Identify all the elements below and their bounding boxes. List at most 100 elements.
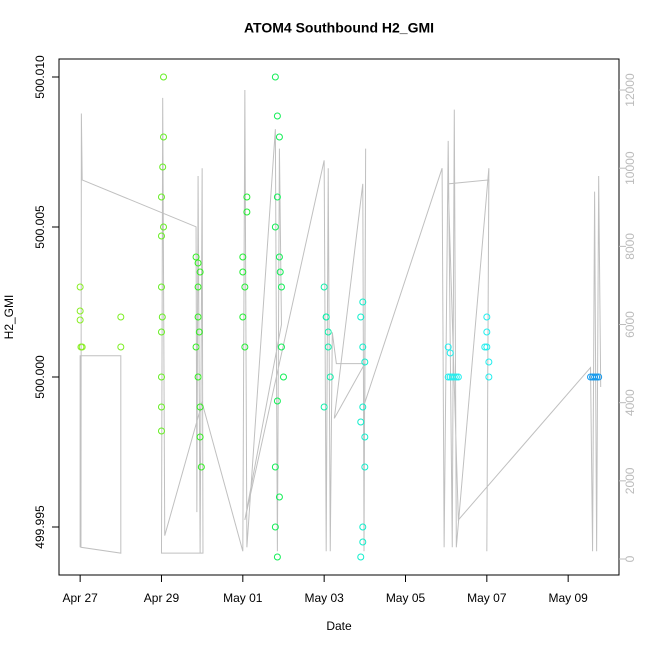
- point: [78, 343, 86, 351]
- point: [326, 373, 334, 381]
- chart-title: ATOM4 Southbound H2_GMI: [244, 20, 434, 36]
- point: [76, 307, 84, 315]
- point: [450, 373, 458, 381]
- point: [591, 373, 599, 381]
- point: [76, 316, 84, 324]
- point: [361, 358, 369, 366]
- point: [194, 259, 202, 267]
- point: [157, 232, 165, 240]
- point: [157, 283, 165, 291]
- point: [271, 463, 279, 471]
- point: [357, 553, 365, 561]
- y2-tick-label: 0: [623, 555, 637, 562]
- point: [241, 283, 249, 291]
- point: [279, 373, 287, 381]
- point: [277, 343, 285, 351]
- point: [196, 433, 204, 441]
- point: [273, 112, 281, 120]
- point: [194, 283, 202, 291]
- y2-tick-label: 6000: [623, 311, 637, 338]
- y-tick-label: 499.995: [33, 505, 47, 549]
- point: [324, 328, 332, 336]
- point: [444, 343, 452, 351]
- x-axis-label: Date: [326, 619, 352, 633]
- point: [157, 193, 165, 201]
- point: [273, 397, 281, 405]
- point: [243, 193, 251, 201]
- point: [192, 253, 200, 261]
- point: [359, 523, 367, 531]
- point: [160, 73, 168, 81]
- point: [160, 133, 168, 141]
- point: [595, 373, 603, 381]
- y-tick-label: 500.005: [33, 205, 47, 249]
- point: [361, 433, 369, 441]
- x-tick-label: Apr 29: [144, 591, 180, 605]
- point: [359, 538, 367, 546]
- point: [454, 373, 462, 381]
- point: [452, 373, 460, 381]
- y-axis-label: H2_GMI: [2, 295, 16, 340]
- point: [485, 373, 493, 381]
- point: [359, 403, 367, 411]
- point: [160, 223, 168, 231]
- point: [196, 403, 204, 411]
- point: [357, 418, 365, 426]
- point: [359, 298, 367, 306]
- point: [271, 223, 279, 231]
- point: [76, 283, 84, 291]
- point: [194, 373, 202, 381]
- point: [271, 73, 279, 81]
- point: [159, 163, 167, 171]
- point: [192, 343, 200, 351]
- x-tick-label: May 01: [223, 591, 263, 605]
- y-tick-label: 500.000: [33, 355, 47, 399]
- point: [275, 493, 283, 501]
- point: [273, 553, 281, 561]
- point: [196, 268, 204, 276]
- y2-tick-label: 4000: [623, 389, 637, 416]
- line: [79, 90, 602, 554]
- point: [117, 313, 125, 321]
- point: [273, 193, 281, 201]
- y-tick-label: 500.010: [33, 55, 47, 99]
- y2-tick-label: 12000: [623, 73, 637, 107]
- point: [195, 328, 203, 336]
- point: [271, 523, 279, 531]
- point: [483, 313, 491, 321]
- point: [324, 343, 332, 351]
- plot-frame: [58, 58, 620, 576]
- point: [241, 343, 249, 351]
- point: [157, 373, 165, 381]
- point: [483, 328, 491, 336]
- x-tick-label: May 03: [304, 591, 344, 605]
- point: [275, 133, 283, 141]
- y2-tick-label: 8000: [623, 233, 637, 260]
- point: [361, 463, 369, 471]
- point: [243, 208, 251, 216]
- x-tick-label: May 05: [386, 591, 426, 605]
- point: [275, 253, 283, 261]
- point: [322, 313, 330, 321]
- point: [485, 358, 493, 366]
- point: [481, 343, 489, 351]
- point: [320, 283, 328, 291]
- point: [483, 343, 491, 351]
- point: [157, 328, 165, 336]
- point: [157, 403, 165, 411]
- x-tick-label: May 09: [548, 591, 588, 605]
- point: [197, 463, 205, 471]
- point: [357, 313, 365, 321]
- x-tick-label: Apr 27: [62, 591, 98, 605]
- point: [158, 313, 166, 321]
- point: [359, 343, 367, 351]
- point: [277, 283, 285, 291]
- point: [239, 268, 247, 276]
- y2-tick-label: 10000: [623, 151, 637, 185]
- point: [239, 313, 247, 321]
- point: [446, 349, 454, 357]
- point: [593, 373, 601, 381]
- point: [117, 343, 125, 351]
- point: [157, 427, 165, 435]
